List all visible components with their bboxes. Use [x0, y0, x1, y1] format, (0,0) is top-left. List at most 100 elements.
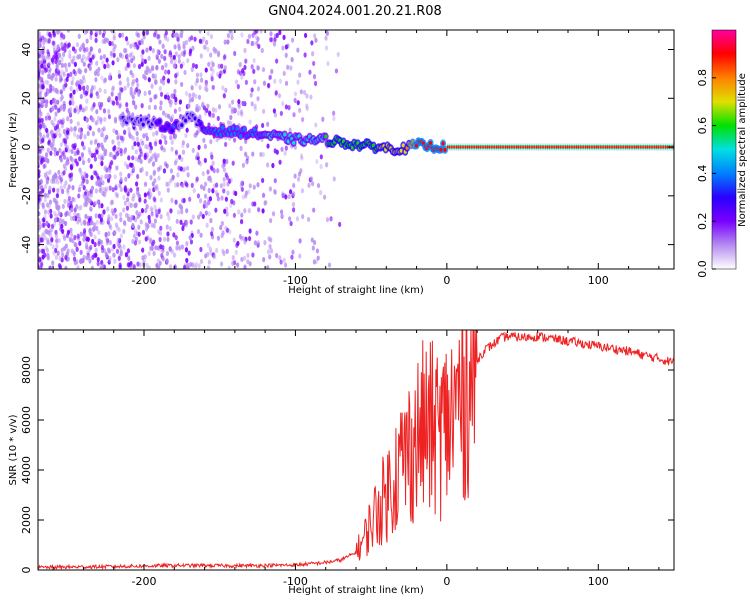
spectrogram-cell [134, 240, 137, 245]
spectrogram-cell [60, 89, 63, 94]
spectrogram-cell [262, 193, 265, 198]
spectrogram-cell [174, 109, 177, 114]
spectrogram-cell [214, 108, 217, 113]
spectrogram-cell [108, 75, 111, 80]
spectrogram-cell [73, 256, 76, 261]
spectrogram-cell [42, 46, 45, 51]
spectrogram-cell [124, 86, 127, 91]
spectrogram-cell [309, 94, 312, 99]
spectrogram-cell [96, 199, 99, 204]
spectrogram-cell [70, 165, 73, 170]
spectrogram-cell [94, 38, 97, 43]
spectrogram-cell [176, 240, 179, 245]
spectrogram-cell [233, 190, 236, 195]
spectrogram-cell [205, 87, 208, 92]
spectrogram-cell [80, 94, 83, 99]
y-tick-label: 0 [20, 144, 33, 151]
spectrogram-cell [69, 72, 72, 77]
spectrogram-cell [256, 36, 259, 41]
spectrogram-cell [269, 218, 272, 223]
spectrogram-cell [275, 58, 278, 63]
spectrogram-cell [71, 248, 74, 253]
spectrogram-image [36, 28, 673, 272]
spectrogram-cell [119, 53, 122, 58]
spectrogram-cell [130, 87, 133, 92]
spectrogram-cell [175, 245, 178, 250]
spectrogram-cell [105, 135, 108, 140]
spectrogram-cell [43, 214, 46, 219]
spectrogram-cell [202, 138, 205, 143]
spectrogram-cell [206, 169, 209, 174]
spectrogram-cell [256, 65, 259, 70]
spectrogram-cell [221, 126, 224, 130]
spectrogram-cell [144, 153, 147, 158]
spectrogram-cell [65, 67, 68, 72]
spectrogram-cell [269, 31, 272, 36]
spectrogram-cell [155, 53, 158, 58]
spectrogram-cell [154, 157, 157, 162]
spectrogram-cell [198, 95, 201, 100]
colorbar-tick-label: 0.4 [696, 165, 709, 183]
spectrogram-cell [152, 162, 155, 167]
spectrogram-cell [148, 90, 151, 95]
spectrogram-cell [293, 173, 296, 178]
spectrogram-cell [96, 120, 99, 125]
spectrogram-cell [231, 261, 234, 266]
spectrogram-cell [243, 48, 246, 53]
spectrogram-cell [61, 252, 64, 257]
spectrogram-cell [292, 207, 295, 212]
spectrogram-cell [289, 65, 292, 70]
spectrogram-cell [228, 103, 231, 108]
spectrogram-cell [119, 262, 122, 267]
spectrogram-cell [151, 211, 154, 216]
spectrogram-cell [636, 146, 637, 148]
spectrogram-cell [251, 201, 254, 206]
x-tick-label: 100 [588, 274, 609, 287]
spectrogram-cell [100, 161, 103, 166]
spectrogram-cell [194, 81, 197, 86]
spectrogram-cell [76, 42, 79, 47]
spectrogram-cell [581, 146, 582, 148]
spectrogram-cell [220, 70, 223, 75]
spectrogram-cell [149, 148, 152, 153]
spectrogram-cell [166, 37, 169, 42]
spectrogram-cell [501, 146, 502, 148]
spectrogram-cell [49, 88, 52, 93]
spectrogram-cell [122, 229, 125, 234]
spectrogram-cell [89, 245, 92, 250]
spectrogram-cell [266, 143, 269, 148]
spectrogram-cell [191, 97, 194, 102]
spectrogram-cell [233, 51, 236, 56]
spectrogram-cell [132, 100, 135, 105]
spectrogram-cell [221, 85, 224, 90]
spectrogram-cell [116, 193, 119, 198]
spectrogram-cell [146, 224, 149, 229]
spectrogram-cell [89, 66, 92, 71]
spectrogram-cell [60, 177, 63, 182]
spectrogram-cell [66, 130, 69, 135]
spectrogram-cell [117, 141, 120, 146]
spectrogram-cell [135, 87, 138, 92]
spectrogram-cell [629, 146, 630, 148]
snr-y-label: SNR (10 * v/v) [8, 414, 19, 485]
spectrogram-cell [64, 221, 67, 226]
spectrogram-cell [326, 217, 329, 222]
spectrogram-cell [70, 237, 73, 242]
spectrogram-cell [185, 247, 188, 252]
spectrogram-cell [174, 58, 177, 63]
spectrogram-cell [96, 220, 99, 225]
spectrogram-cell [108, 114, 111, 119]
spectrogram-cell [184, 133, 187, 138]
spectrogram-cell [185, 182, 188, 187]
spectrogram-cell [170, 147, 173, 152]
spectrogram-cell [83, 48, 86, 53]
spectrogram-cell [145, 171, 148, 176]
spectrogram-cell [88, 57, 91, 62]
spectrogram-cell [208, 112, 211, 117]
spectrogram-cell [333, 176, 336, 181]
spectrogram-cell [62, 86, 65, 91]
spectrogram-cell [160, 214, 163, 219]
spectrogram-cell [150, 84, 153, 89]
spectrogram-cell [163, 237, 166, 242]
colorbar-tick-label: 0.6 [696, 117, 709, 135]
